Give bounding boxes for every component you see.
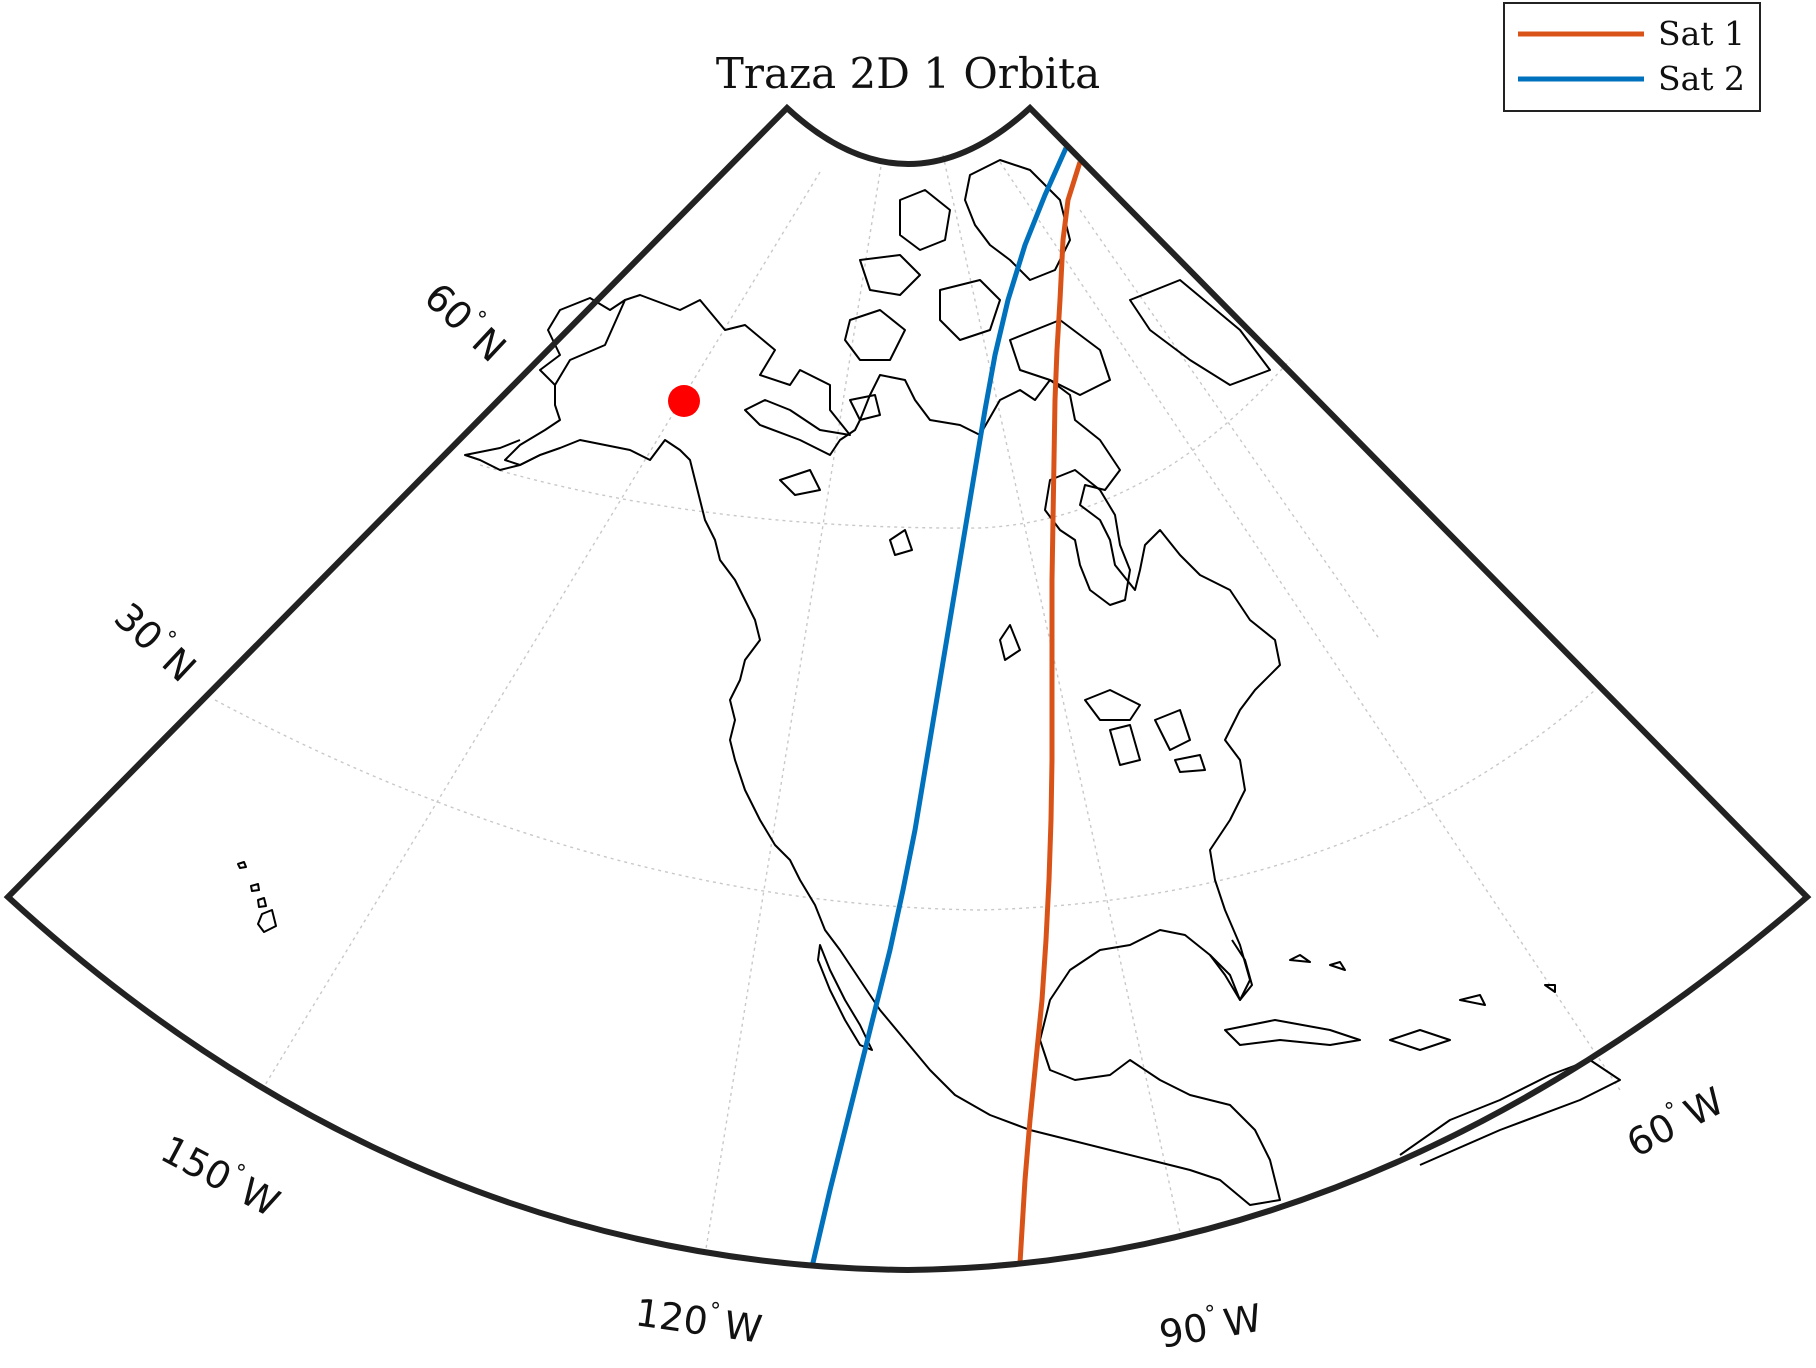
legend-box: [1503, 2, 1761, 112]
meridian-line: [704, 159, 883, 1256]
coastline-baja: [817, 944, 873, 1051]
coastline-alaska: [464, 297, 626, 471]
sat1-track: [1017, 161, 1083, 1264]
coastline-south-america: [1399, 1059, 1621, 1166]
meridian-line: [999, 161, 1621, 1091]
graticule: [214, 154, 1621, 1256]
coastlines: [237, 159, 1621, 1206]
ground-tracks: [809, 146, 1083, 1268]
coastline-florida: [1209, 939, 1253, 1001]
parallel-line: [214, 689, 1596, 911]
coastline-hawaii: [237, 861, 277, 933]
parallel-line: [479, 359, 1291, 529]
lon-label-90w: 90°W: [1156, 1294, 1265, 1357]
meridian-line: [942, 154, 1181, 1233]
lon-label-150w: 150°W: [154, 1125, 288, 1225]
coastline-great-lakes: [1084, 689, 1206, 773]
lat-label-60: 60°N: [416, 273, 516, 371]
lat-label-30: 30°N: [106, 593, 206, 691]
coastline-arctic-islands: [779, 159, 1271, 661]
legend-label-sat2: Sat 2: [1658, 59, 1745, 98]
coastline-north-america: [504, 294, 1281, 1206]
legend: Sat 1 Sat 2: [1503, 2, 1761, 112]
meridian-line: [261, 171, 821, 1091]
coastline-hudson-bay: [1044, 469, 1131, 606]
sat2-track: [809, 146, 1069, 1268]
lon-label-60w: 60°W: [1619, 1077, 1731, 1166]
meridian-line: [1079, 209, 1381, 641]
legend-label-sat1: Sat 1: [1658, 14, 1745, 53]
map-frame: [3, 103, 1812, 1274]
lon-label-120w: 120°W: [633, 1288, 765, 1351]
map-title: Traza 2D 1 Orbita: [716, 49, 1100, 98]
coastline-caribbean: [1224, 954, 1556, 1051]
ground-station-marker: [668, 385, 700, 417]
